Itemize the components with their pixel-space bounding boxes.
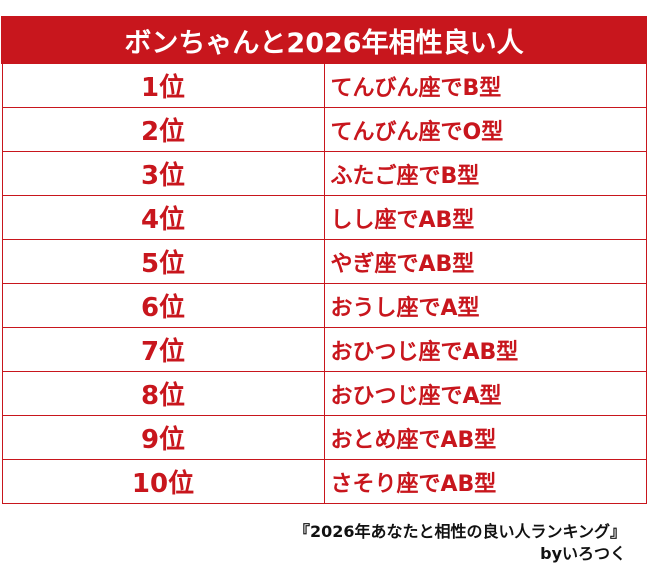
rank-label: 1位	[1, 62, 325, 108]
rank-result: てんびん座でB型	[323, 62, 647, 108]
table-row: 4位 しし座でAB型	[1, 195, 647, 240]
rank-result: おひつじ座でA型	[323, 371, 647, 416]
table-row: 6位 おうし座でA型	[1, 283, 647, 328]
ranking-rows: 1位 てんびん座でB型 2位 てんびん座でO型 3位 ふたご座でB型 4位 しし…	[1, 62, 647, 504]
rank-label: 8位	[1, 371, 325, 416]
rank-result: しし座でAB型	[323, 195, 647, 240]
rank-label: 10位	[1, 459, 325, 504]
rank-result: てんびん座でO型	[323, 107, 647, 152]
rank-label: 5位	[1, 239, 325, 284]
table-row: 7位 おひつじ座でAB型	[1, 327, 647, 372]
rank-label: 2位	[1, 107, 325, 152]
table-row: 2位 てんびん座でO型	[1, 107, 647, 152]
credit-caption: byいろつく	[540, 544, 626, 563]
rank-label: 3位	[1, 151, 325, 196]
rank-label: 9位	[1, 415, 325, 460]
title-row: ボンちゃんと2026年相性良い人	[1, 16, 647, 64]
rank-result: ふたご座でB型	[323, 151, 647, 196]
table-row: 8位 おひつじ座でA型	[1, 371, 647, 416]
rank-label: 6位	[1, 283, 325, 328]
rank-result: さそり座でAB型	[323, 459, 647, 504]
table-row: 1位 てんびん座でB型	[1, 62, 647, 108]
rank-result: おとめ座でAB型	[323, 415, 647, 460]
table-row: 10位 さそり座でAB型	[1, 459, 647, 504]
rank-result: おひつじ座でAB型	[323, 327, 647, 372]
table-row: 5位 やぎ座でAB型	[1, 239, 647, 284]
table-title: ボンちゃんと2026年相性良い人	[1, 16, 647, 64]
rank-label: 7位	[1, 327, 325, 372]
ranking-table: ボンちゃんと2026年相性良い人 1位 てんびん座でB型 2位 てんびん座でO型…	[1, 16, 647, 504]
source-caption: 『2026年あなたと相性の良い人ランキング』	[293, 522, 626, 541]
table-row: 3位 ふたご座でB型	[1, 151, 647, 196]
footer: 『2026年あなたと相性の良い人ランキング』 byいろつく	[294, 521, 626, 565]
table-row: 9位 おとめ座でAB型	[1, 415, 647, 460]
rank-result: おうし座でA型	[323, 283, 647, 328]
rank-label: 4位	[1, 195, 325, 240]
rank-result: やぎ座でAB型	[323, 239, 647, 284]
